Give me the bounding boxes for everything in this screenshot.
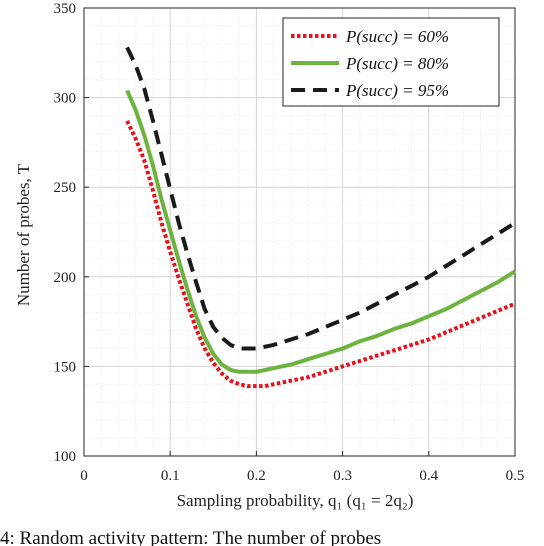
- x-tick-label: 0.3: [333, 468, 352, 484]
- x-tick-label: 0.5: [506, 468, 525, 484]
- series-line: [125, 120, 516, 389]
- y-tick-label: 150: [54, 359, 77, 375]
- line-chart: 0 0.1 0.2 0.3 0.4 0.5 100 150 200 250 300 350 Samp…: [14, 1, 524, 510]
- legend-entry: P(succ) = 60%: [345, 27, 449, 46]
- series-line: [125, 89, 517, 374]
- x-tick-label: 0.1: [161, 468, 180, 484]
- y-tick-label: 300: [54, 91, 77, 107]
- x-tick-label: 0: [80, 468, 88, 484]
- y-tick-label: 100: [54, 449, 77, 465]
- x-axis-label: Sampling probability, q₁ (q₁ = 2q₂): [177, 491, 414, 510]
- y-tick-label: 200: [54, 270, 77, 286]
- x-tick-label: 0.4: [419, 468, 438, 484]
- y-axis-label: Number of probes, T: [14, 163, 33, 306]
- y-axis-ticks: 100 150 200 250 300 350: [54, 1, 89, 465]
- x-tick-label: 0.2: [247, 468, 266, 484]
- legend: P(succ) = 60% P(succ) = 80% P(succ) = 95%: [282, 17, 500, 107]
- y-tick-label: 350: [54, 1, 77, 17]
- legend-entry: P(succ) = 80%: [345, 54, 449, 73]
- series-line: [125, 46, 517, 351]
- y-tick-label: 250: [54, 180, 77, 196]
- series-lines: [125, 46, 517, 389]
- x-axis-ticks: 0 0.1 0.2 0.3 0.4 0.5: [80, 451, 524, 484]
- plot-area-frame: [83, 7, 516, 457]
- legend-entry: P(succ) = 95%: [345, 81, 449, 100]
- figure-caption: 4: Random activity pattern: The number o…: [0, 528, 382, 546]
